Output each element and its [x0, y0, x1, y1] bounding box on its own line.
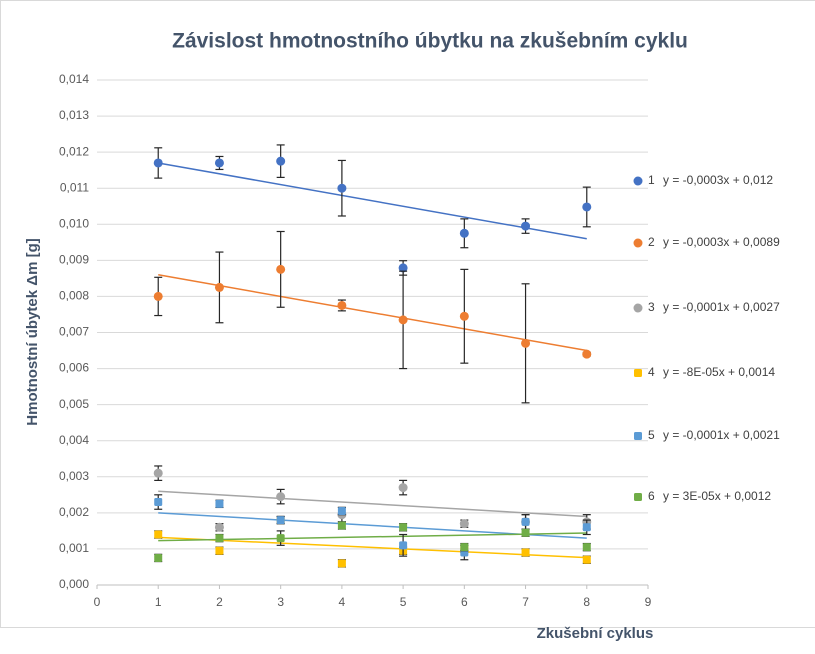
legend-equation: y = -0,0003x + 0,012 [663, 173, 773, 187]
y-tick-label: 0,010 [59, 216, 89, 230]
trendline [158, 490, 587, 518]
y-tick-label: 0,001 [59, 541, 89, 555]
point [214, 158, 224, 168]
point [153, 158, 163, 168]
point [337, 507, 346, 516]
point [399, 541, 408, 550]
point [215, 546, 224, 555]
x-tick-label: 7 [522, 595, 529, 609]
point [276, 264, 286, 274]
point [276, 492, 286, 502]
point [459, 228, 469, 238]
point [399, 523, 408, 532]
point [521, 221, 531, 231]
x-tick-label: 1 [155, 595, 162, 609]
legend-label: 5 [648, 428, 655, 442]
point [398, 483, 408, 493]
y-tick-label: 0,006 [59, 361, 89, 375]
legend-marker [634, 493, 642, 501]
legend-marker [633, 176, 643, 186]
legend-label: 1 [648, 173, 655, 187]
y-tick-label: 0,008 [59, 289, 89, 303]
point [459, 519, 469, 529]
point [398, 263, 408, 273]
point [521, 517, 530, 526]
y-tick-label: 0,003 [59, 469, 89, 483]
chart-border [0, 0, 815, 628]
point [337, 521, 346, 530]
x-tick-label: 0 [94, 595, 101, 609]
point [337, 300, 347, 310]
legend-equation: y = -0,0001x + 0,0021 [663, 428, 780, 442]
point [153, 468, 163, 478]
point [154, 553, 163, 562]
y-tick-label: 0,000 [59, 577, 89, 591]
legend-label: 4 [648, 365, 655, 379]
y-tick-label: 0,007 [59, 325, 89, 339]
chart-title: Závislost hmotnostního úbytku na zkušebn… [172, 30, 688, 53]
point [521, 338, 531, 348]
y-tick-label: 0,009 [59, 253, 89, 267]
y-tick-label: 0,005 [59, 397, 89, 411]
legend-equation: y = -0,0003x + 0,0089 [663, 235, 780, 249]
point [276, 534, 285, 543]
point [214, 522, 224, 532]
y-tick-label: 0,002 [59, 505, 89, 519]
x-tick-label: 6 [461, 595, 468, 609]
legend-label: 6 [648, 489, 655, 503]
y-tick-label: 0,014 [59, 72, 89, 86]
trendline [158, 532, 587, 542]
trendline [158, 162, 587, 240]
point [215, 499, 224, 508]
point [153, 291, 163, 301]
legend-equation: y = -0,0001x + 0,0027 [663, 300, 780, 314]
y-axis-title: Hmotnostní úbytek Δm [g] [24, 238, 41, 425]
x-tick-label: 5 [400, 595, 407, 609]
y-tick-label: 0,013 [59, 108, 89, 122]
x-axis-title: Zkušební cyklus [537, 625, 654, 642]
point [582, 202, 592, 212]
point [154, 530, 163, 539]
legend-marker [634, 369, 642, 377]
y-tick-label: 0,004 [59, 433, 89, 447]
point [276, 516, 285, 525]
legend-marker [633, 238, 643, 248]
legend-equation: y = 3E-05x + 0,0012 [663, 489, 771, 503]
point [521, 548, 530, 557]
point [276, 156, 286, 166]
legend-marker [633, 303, 643, 313]
point [582, 349, 592, 359]
point [215, 534, 224, 543]
point [582, 523, 591, 532]
y-tick-label: 0,012 [59, 144, 89, 158]
x-tick-label: 9 [645, 595, 652, 609]
legend-marker [634, 432, 642, 440]
legend-equation: y = -8E-05x + 0,0014 [663, 365, 775, 379]
point [460, 543, 469, 552]
point [337, 183, 347, 193]
point [154, 498, 163, 507]
legend-label: 2 [648, 235, 655, 249]
trendline [158, 536, 587, 559]
x-tick-label: 3 [277, 595, 284, 609]
point [337, 559, 346, 568]
point [582, 555, 591, 564]
point [582, 543, 591, 552]
point [459, 311, 469, 321]
x-tick-label: 8 [583, 595, 590, 609]
point [398, 315, 408, 325]
x-tick-label: 2 [216, 595, 223, 609]
point [214, 282, 224, 292]
trendline [158, 274, 587, 352]
y-tick-label: 0,011 [60, 180, 89, 194]
x-tick-label: 4 [339, 595, 346, 609]
legend-label: 3 [648, 300, 655, 314]
point [521, 528, 530, 537]
